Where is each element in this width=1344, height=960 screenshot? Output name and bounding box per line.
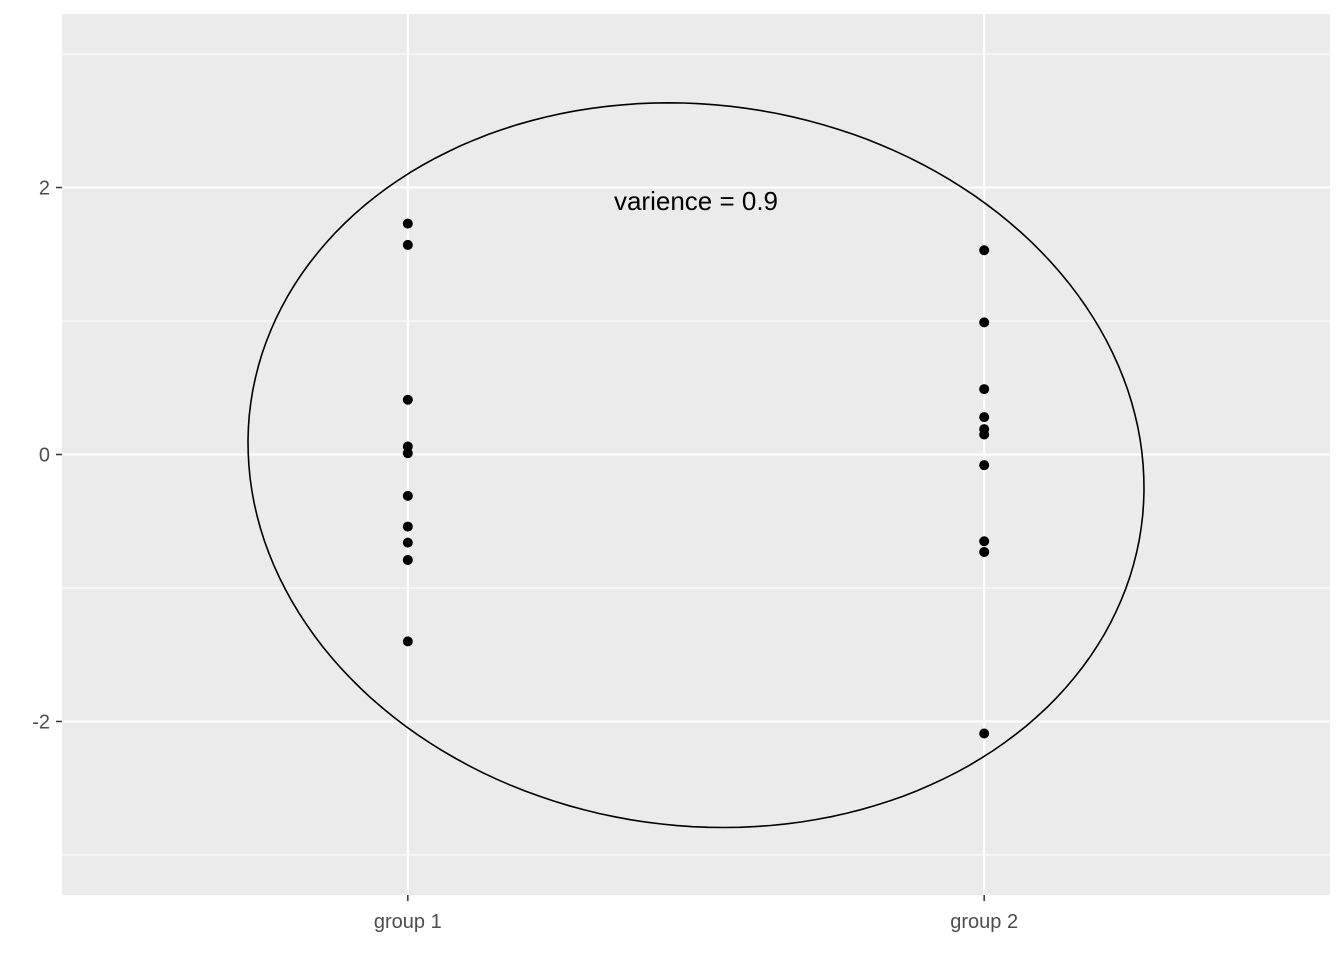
data-point (402, 218, 413, 229)
data-point (979, 412, 990, 423)
data-point (402, 394, 413, 405)
y-tick-label: 2 (39, 178, 50, 200)
axis-ticks: -2 0 2 group 1 group 2 (32, 178, 1018, 933)
data-point (402, 239, 413, 250)
data-point (979, 317, 990, 328)
y-tick-label: 0 (39, 445, 50, 467)
y-tick-label: -2 (32, 711, 50, 733)
data-point (979, 460, 990, 471)
data-point (979, 536, 990, 547)
ellipse-layer (247, 101, 1145, 829)
data-point (979, 384, 990, 395)
data-point (979, 429, 990, 440)
data-point (402, 537, 413, 548)
data-point (402, 636, 413, 647)
ellipse-outline (247, 101, 1145, 829)
data-points (402, 218, 990, 739)
data-point (979, 245, 990, 256)
x-tick-label: group 1 (374, 911, 442, 933)
data-point (979, 728, 990, 739)
major-gridlines (62, 14, 1330, 895)
minor-gridlines (62, 53, 1330, 856)
data-point (979, 546, 990, 557)
data-point (402, 554, 413, 565)
variance-annotation: varience = 0.9 (614, 186, 778, 216)
x-tick-label: group 2 (950, 911, 1018, 933)
data-point (402, 490, 413, 501)
data-point (402, 521, 413, 532)
data-point (402, 448, 413, 459)
